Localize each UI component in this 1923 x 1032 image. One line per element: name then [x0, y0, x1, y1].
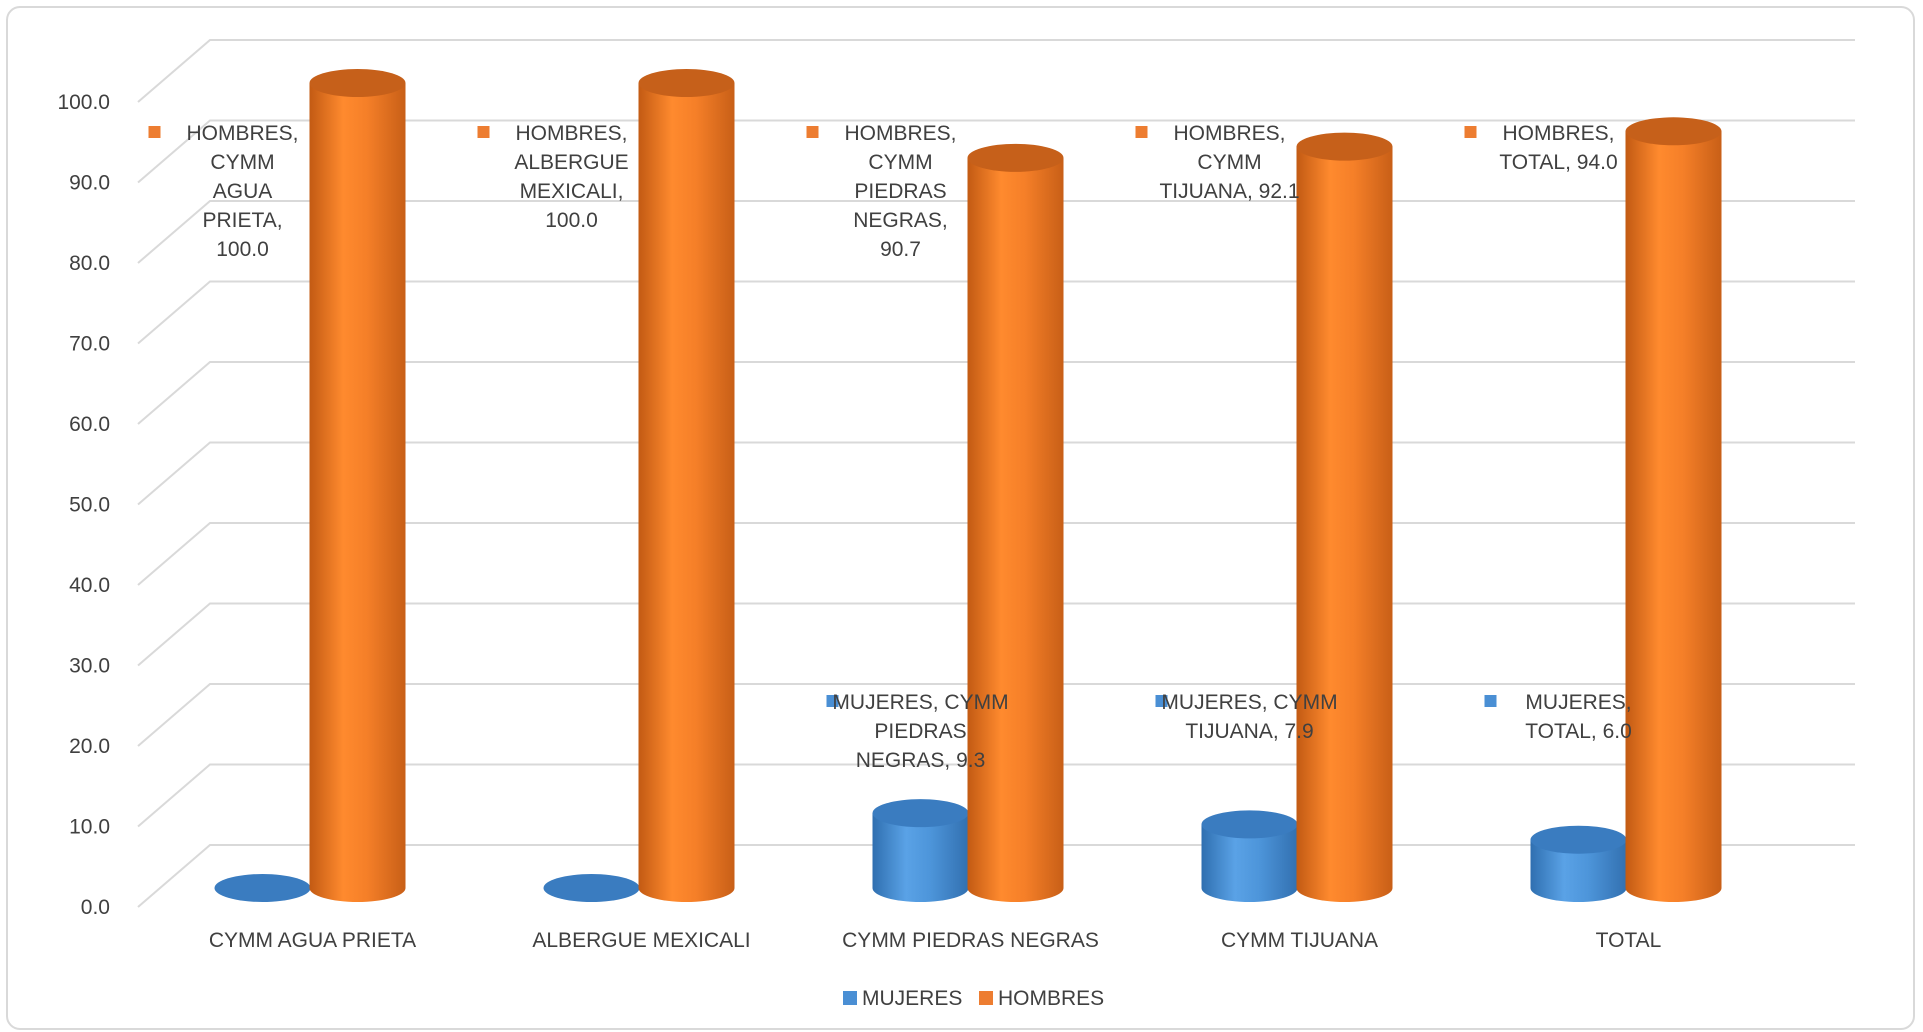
data-label-line: NEGRAS, — [853, 209, 948, 232]
bars — [214, 69, 1722, 903]
bar-mujeres — [1530, 825, 1627, 902]
bar-hombres — [967, 143, 1064, 903]
label-key-swatch — [1464, 126, 1477, 138]
data-label-line: MUJERES, CYMM — [1161, 691, 1337, 714]
y-tick-label: 10.0 — [69, 816, 110, 839]
data-label-line: ALBERGUE — [514, 151, 628, 174]
data-label: HOMBRES, ALBERGUE MEXICALI, 100.0 — [477, 122, 629, 232]
y-tick-label: 70.0 — [69, 333, 110, 356]
x-tick-label: ALBERGUE MEXICALI — [532, 929, 750, 952]
y-tick-label: 100.0 — [57, 91, 110, 114]
y-tick-label: 60.0 — [69, 413, 110, 436]
data-label-line: NEGRAS, 9.3 — [856, 749, 986, 772]
bar-mujeres — [1201, 810, 1298, 902]
legend-item: MUJERES — [843, 987, 962, 1010]
data-label-line: 100.0 — [545, 209, 598, 232]
data-label-line: CYMM — [210, 151, 274, 174]
y-tick-label: 30.0 — [69, 655, 110, 678]
data-label-line: HOMBRES, — [1173, 122, 1285, 145]
y-tick-label: 80.0 — [69, 252, 110, 275]
x-tick-label: CYMM PIEDRAS NEGRAS — [842, 929, 1099, 952]
data-label-line: PIEDRAS — [874, 720, 966, 743]
bar-mujeres — [543, 874, 640, 902]
label-key-swatch — [826, 695, 839, 707]
label-key-swatch — [1484, 695, 1497, 707]
data-label-line: TIJUANA, 92.1 — [1159, 180, 1299, 203]
label-key-swatch — [148, 126, 161, 138]
label-key-swatch — [806, 126, 819, 138]
x-tick-label: CYMM AGUA PRIETA — [209, 929, 416, 952]
bar-mujeres — [214, 874, 311, 902]
data-labels: HOMBRES, CYMM AGUA PRIETA, 100.0 HOMBRES, ALBE… — [148, 122, 1632, 772]
legend-swatch — [979, 991, 993, 1005]
bar-hombres — [638, 69, 735, 902]
bar-mujeres — [872, 799, 969, 902]
bar-hombres — [1625, 117, 1722, 903]
data-label-line: CYMM — [1197, 151, 1261, 174]
data-label-line: HOMBRES, — [844, 122, 956, 145]
data-label-line: MUJERES, CYMM — [832, 691, 1008, 714]
y-axis: 0.0 10.0 20.0 30.0 40.0 50.0 60.0 70.0 80.0 90.0 1… — [57, 91, 110, 919]
data-label-line: PRIETA, — [202, 209, 282, 232]
data-label-line: PIEDRAS — [854, 180, 946, 203]
legend: MUJERES HOMBRES — [843, 987, 1104, 1010]
data-label-line: TOTAL, 6.0 — [1525, 720, 1632, 743]
data-label: MUJERES, TOTAL, 6.0 — [1484, 691, 1632, 743]
data-label: MUJERES, CYMM TIJUANA, 7.9 — [1155, 691, 1338, 743]
data-label: HOMBRES, CYMM AGUA PRIETA, 100.0 — [148, 122, 299, 261]
label-key-swatch — [1135, 126, 1148, 138]
y-tick-label: 50.0 — [69, 494, 110, 517]
data-label-line: HOMBRES, — [186, 122, 298, 145]
data-label-line: AGUA — [213, 180, 273, 203]
legend-label: MUJERES — [862, 987, 962, 1010]
data-label-line: TIJUANA, 7.9 — [1185, 720, 1313, 743]
label-key-swatch — [1155, 695, 1168, 707]
data-label: HOMBRES, CYMM PIEDRAS NEGRAS, 90.7 — [806, 122, 957, 261]
legend-item: HOMBRES — [979, 987, 1104, 1010]
data-label-line: HOMBRES, — [1502, 122, 1614, 145]
y-tick-label: 0.0 — [81, 896, 110, 919]
bar-hombres — [309, 69, 406, 902]
data-label: HOMBRES, CYMM TIJUANA, 92.1 — [1135, 122, 1300, 203]
y-tick-label: 40.0 — [69, 574, 110, 597]
legend-swatch — [843, 991, 857, 1005]
data-label-line: MEXICALI, — [520, 180, 624, 203]
gridline — [137, 39, 1855, 103]
y-tick-label: 90.0 — [69, 172, 110, 195]
gridline — [137, 119, 1855, 184]
data-label-line: MUJERES, — [1525, 691, 1631, 714]
data-label: HOMBRES, TOTAL, 94.0 — [1464, 122, 1618, 174]
data-label-line: TOTAL, 94.0 — [1499, 151, 1617, 174]
bar-hombres — [1296, 132, 1393, 903]
legend-label: HOMBRES — [998, 987, 1104, 1010]
label-key-swatch — [477, 126, 490, 138]
x-tick-label: TOTAL — [1596, 929, 1662, 952]
data-label: MUJERES, CYMM PIEDRAS NEGRAS, 9.3 — [826, 691, 1009, 772]
data-label-line: CYMM — [868, 151, 932, 174]
x-axis: CYMM AGUA PRIETA ALBERGUE MEXICALI CYMM PI… — [209, 929, 1662, 952]
data-label-line: 90.7 — [880, 238, 921, 261]
x-tick-label: CYMM TIJUANA — [1221, 929, 1378, 952]
y-tick-label: 20.0 — [69, 735, 110, 758]
data-label-line: HOMBRES, — [515, 122, 627, 145]
data-label-line: 100.0 — [216, 238, 269, 261]
